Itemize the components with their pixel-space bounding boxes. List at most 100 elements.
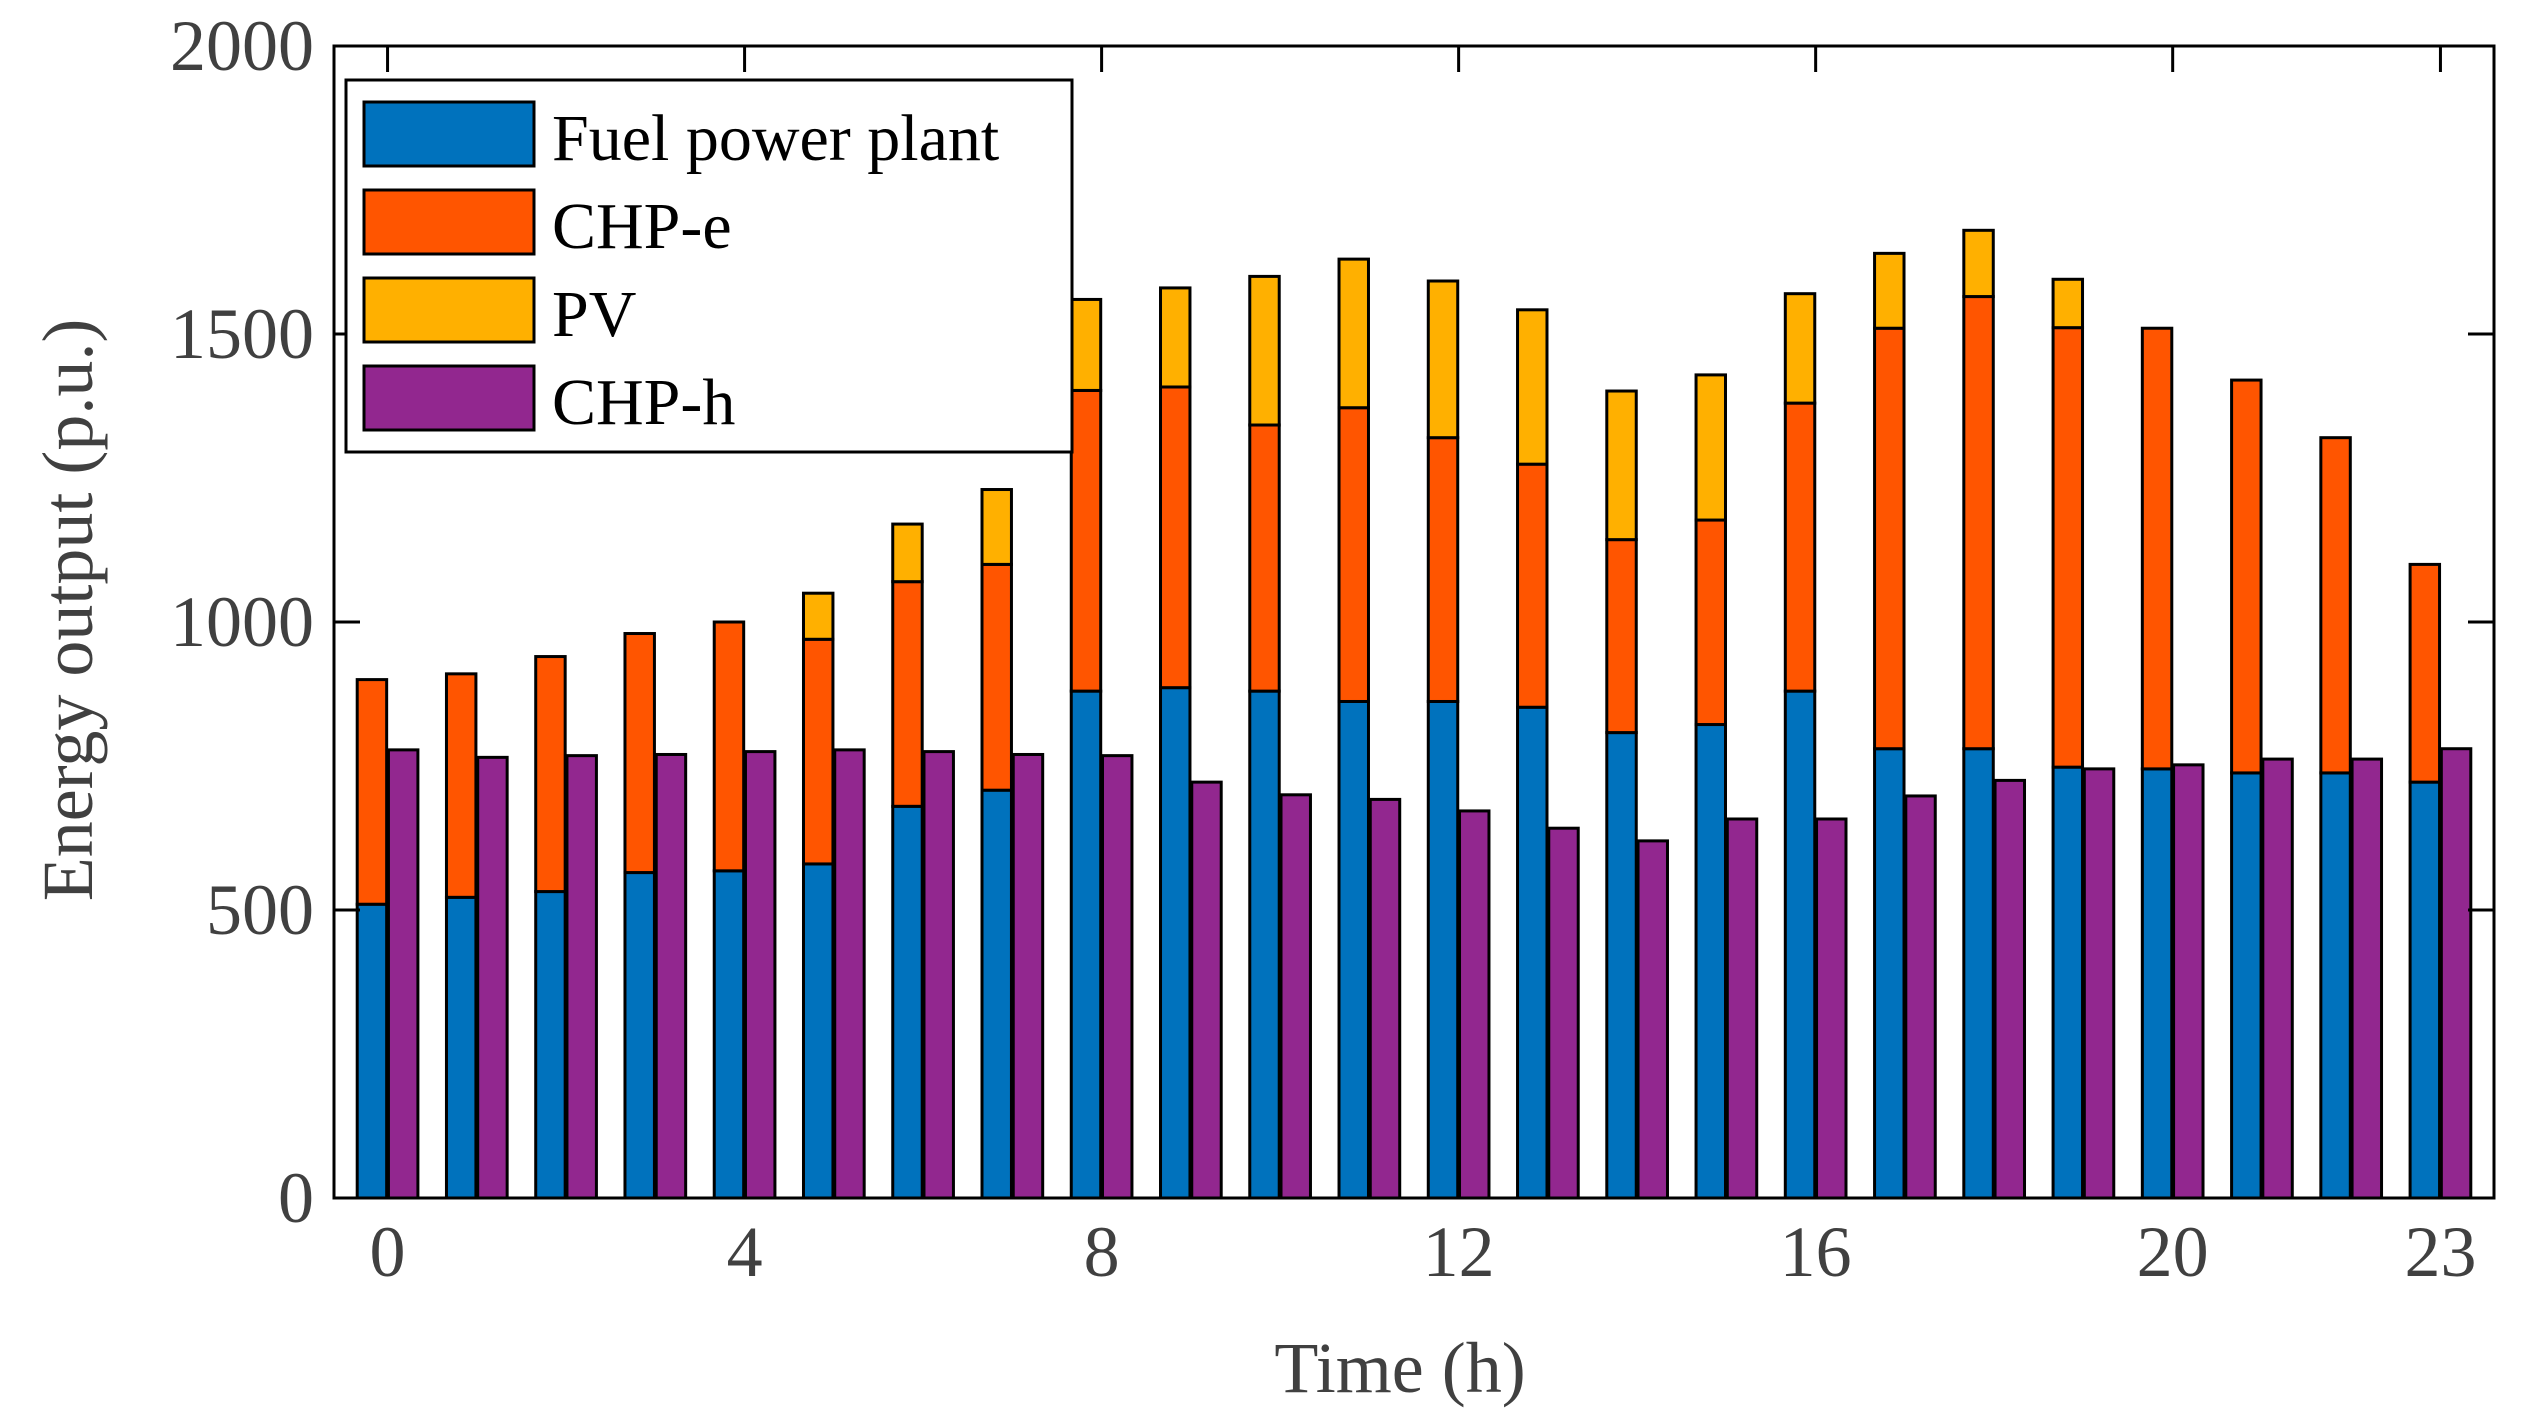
bar-pv-h8 xyxy=(1069,297,1103,392)
x-tick-label: 16 xyxy=(1780,1212,1852,1292)
bar-fuel-power-plant-h17 xyxy=(1873,747,1906,1200)
bar-fuel-power-plant-h3 xyxy=(623,871,656,1200)
bar-chp-h-h13 xyxy=(1547,826,1580,1200)
x-tick-label: 0 xyxy=(370,1212,406,1292)
x-tick-label: 23 xyxy=(2404,1212,2476,1292)
bar-chp-h-h22 xyxy=(2350,757,2384,1200)
bar-fuel-power-plant-h21 xyxy=(2230,771,2263,1200)
bar-fuel-power-plant-h0 xyxy=(355,902,389,1200)
bar-chp-h-h3 xyxy=(654,752,688,1200)
bar-chp-e-h16 xyxy=(1783,401,1817,693)
bar-chp-e-h0 xyxy=(355,678,389,906)
bar-fuel-power-plant-h22 xyxy=(2319,771,2352,1200)
bar-pv-h9 xyxy=(1159,286,1192,389)
bar-chp-h-h12 xyxy=(1458,809,1491,1200)
bar-chp-h-h15 xyxy=(1725,817,1759,1200)
bar-pv-h16 xyxy=(1783,292,1817,405)
x-tick-label: 20 xyxy=(2137,1212,2209,1292)
bar-pv-h19 xyxy=(2051,277,2085,330)
bars-layer xyxy=(355,228,2473,1200)
bar-pv-h5 xyxy=(801,591,835,641)
bar-chp-e-h3 xyxy=(623,632,656,875)
bar-chp-e-h14 xyxy=(1605,538,1638,735)
bar-chp-h-h18 xyxy=(1993,778,2027,1200)
bar-pv-h12 xyxy=(1426,279,1460,440)
bar-chp-h-h14 xyxy=(1636,839,1669,1200)
bar-fuel-power-plant-h16 xyxy=(1783,689,1817,1200)
bar-chp-e-h6 xyxy=(891,580,924,808)
x-tick-label: 8 xyxy=(1084,1212,1120,1292)
legend-swatch-fuel-power-plant xyxy=(362,100,536,168)
y-tick-label: 1500 xyxy=(170,294,314,374)
bar-chp-e-h5 xyxy=(801,637,835,866)
bar-chp-e-h7 xyxy=(980,562,1013,792)
bar-chp-e-h10 xyxy=(1248,423,1281,693)
bar-chp-h-h21 xyxy=(2261,757,2294,1200)
bar-chp-e-h19 xyxy=(2051,326,2085,769)
bar-chp-h-h0 xyxy=(386,748,420,1200)
bar-pv-h14 xyxy=(1605,389,1638,542)
bar-pv-h6 xyxy=(891,522,924,584)
bar-chp-e-h1 xyxy=(444,672,478,899)
bar-chp-h-h10 xyxy=(1279,793,1312,1200)
legend-label-chp-e: CHP-e xyxy=(552,190,732,263)
bar-fuel-power-plant-h18 xyxy=(1962,747,1995,1200)
bar-chp-e-h18 xyxy=(1962,295,1995,751)
bar-chp-h-h1 xyxy=(476,755,509,1200)
x-tick-label: 12 xyxy=(1423,1212,1495,1292)
bar-pv-h17 xyxy=(1873,251,1906,330)
legend-label-chp-h: CHP-h xyxy=(552,366,735,439)
bar-fuel-power-plant-h14 xyxy=(1605,731,1638,1200)
legend-swatch-chp-h xyxy=(362,364,536,432)
bar-chp-h-h23 xyxy=(2439,747,2473,1200)
bar-fuel-power-plant-h20 xyxy=(2140,767,2174,1200)
bar-chp-e-h20 xyxy=(2140,326,2174,771)
bar-fuel-power-plant-h11 xyxy=(1337,699,1370,1200)
legend-swatch-pv xyxy=(362,276,536,344)
bar-chp-e-h23 xyxy=(2408,562,2442,784)
bar-fuel-power-plant-h4 xyxy=(712,869,746,1200)
bar-fuel-power-plant-h15 xyxy=(1694,723,1728,1200)
bar-fuel-power-plant-h6 xyxy=(891,804,924,1200)
bar-chp-h-h8 xyxy=(1100,754,1134,1200)
bar-chp-h-h17 xyxy=(1904,794,1937,1200)
bar-fuel-power-plant-h13 xyxy=(1516,705,1549,1200)
bar-pv-h7 xyxy=(980,488,1013,566)
bar-chp-e-h15 xyxy=(1694,518,1728,727)
bar-chp-h-h4 xyxy=(743,750,777,1200)
bar-chp-e-h17 xyxy=(1873,326,1906,751)
bar-chp-h-h7 xyxy=(1011,752,1045,1200)
legend-label-fuel-power-plant: Fuel power plant xyxy=(552,102,999,175)
bar-fuel-power-plant-h23 xyxy=(2408,780,2442,1200)
bar-chp-h-h20 xyxy=(2172,763,2205,1200)
bar-fuel-power-plant-h19 xyxy=(2051,765,2085,1200)
x-tick-label: 4 xyxy=(727,1212,763,1292)
bar-fuel-power-plant-h10 xyxy=(1248,689,1281,1200)
y-tick-label: 1000 xyxy=(170,582,314,662)
bar-fuel-power-plant-h7 xyxy=(980,788,1013,1200)
bar-fuel-power-plant-h1 xyxy=(444,895,478,1200)
y-tick-label: 500 xyxy=(206,870,314,950)
bar-chp-h-h19 xyxy=(2082,767,2116,1200)
legend-label-pv: PV xyxy=(552,278,636,351)
bar-chp-h-h11 xyxy=(1368,797,1402,1200)
bar-chp-h-h2 xyxy=(565,754,598,1200)
bar-chp-e-h11 xyxy=(1337,406,1370,703)
bar-pv-h15 xyxy=(1694,373,1728,522)
bar-chp-e-h2 xyxy=(534,655,567,894)
y-axis-label: Energy output (p.u.) xyxy=(28,319,108,902)
x-axis-label: Time (h) xyxy=(1274,1328,1525,1408)
bar-pv-h10 xyxy=(1248,274,1281,427)
y-tick-label: 0 xyxy=(278,1158,314,1238)
bar-chp-h-h16 xyxy=(1815,817,1848,1200)
legend-swatch-chp-e xyxy=(362,188,536,256)
legend: Fuel power plant CHP-e PV CHP-h xyxy=(344,78,1074,454)
bar-chp-e-h4 xyxy=(712,620,746,873)
bar-chp-h-h5 xyxy=(833,748,866,1200)
bar-fuel-power-plant-h8 xyxy=(1069,689,1103,1200)
ticks-layer: 0 500 1000 1500 2000 0 4 8 12 16 20 23 xyxy=(170,6,2494,1292)
bar-chp-h-h6 xyxy=(922,750,955,1200)
bar-fuel-power-plant-h2 xyxy=(534,890,567,1200)
bar-fuel-power-plant-h12 xyxy=(1426,699,1460,1200)
